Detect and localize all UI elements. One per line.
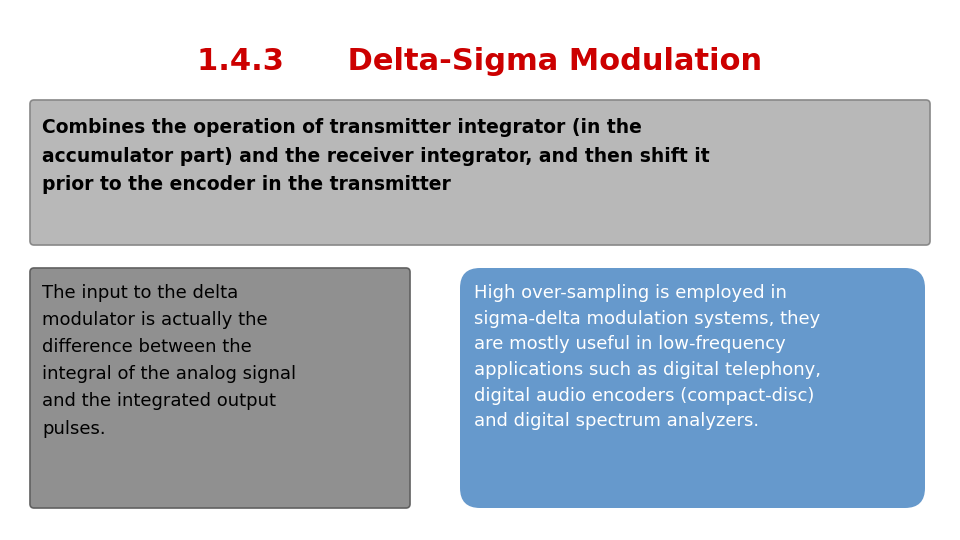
Text: High over-sampling is employed in
sigma-delta modulation systems, they
are mostl: High over-sampling is employed in sigma-…	[474, 284, 821, 430]
Text: Combines the operation of transmitter integrator (in the
accumulator part) and t: Combines the operation of transmitter in…	[42, 118, 709, 194]
Text: 1.4.3      Delta-Sigma Modulation: 1.4.3 Delta-Sigma Modulation	[198, 48, 762, 77]
Text: The input to the delta
modulator is actually the
difference between the
integral: The input to the delta modulator is actu…	[42, 284, 296, 437]
FancyBboxPatch shape	[460, 268, 925, 508]
FancyBboxPatch shape	[30, 100, 930, 245]
FancyBboxPatch shape	[30, 268, 410, 508]
